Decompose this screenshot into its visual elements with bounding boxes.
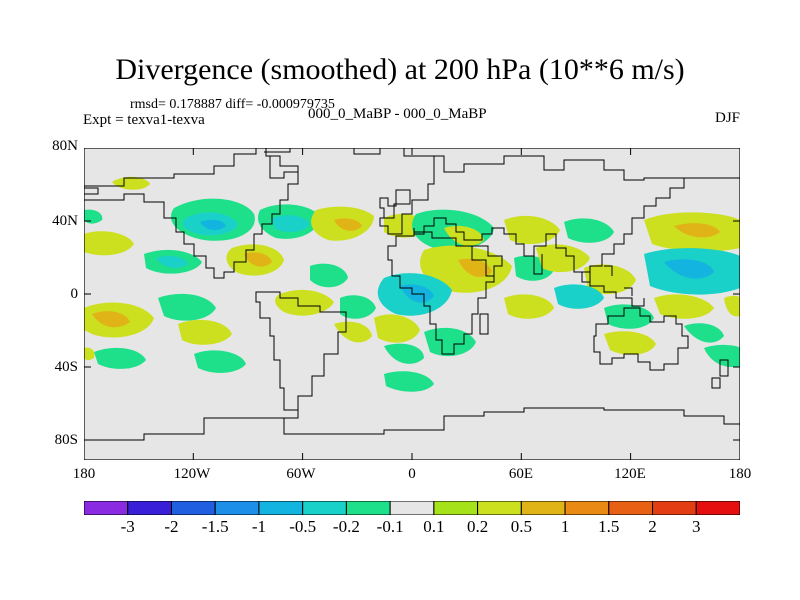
colorbar-swatch <box>564 501 610 515</box>
field-region <box>654 294 714 319</box>
lon-label-0: 0 <box>408 466 416 482</box>
field-contours <box>84 176 740 392</box>
season-label: DJF <box>714 110 740 126</box>
lon-label-60e: 60E <box>508 466 534 482</box>
colorbar-swatch <box>302 501 347 515</box>
field-region <box>564 218 614 243</box>
field-region <box>158 293 216 321</box>
lat-label-80s: 80S <box>54 432 78 448</box>
colorbar-swatch <box>345 501 391 515</box>
colorbar-label: 2 <box>648 517 657 536</box>
field-region <box>674 223 720 238</box>
field-region <box>94 347 146 369</box>
colorbar-swatch <box>84 501 129 515</box>
field-region <box>458 258 492 277</box>
field-region <box>334 321 372 343</box>
lat-label-equator: 0 <box>70 286 79 302</box>
field-region <box>178 319 232 345</box>
colorbar-label: 0.1 <box>423 517 445 536</box>
colorbar-label: -0.2 <box>332 517 360 536</box>
colorbar-swatch <box>127 501 172 515</box>
stats-label: rmsd= 0.178887 diff= -0.000979735 <box>130 97 335 112</box>
colorbar-swatch <box>520 501 566 515</box>
field-region <box>244 252 272 267</box>
experiment-label: Expt = texva1-texva <box>83 112 205 128</box>
colorbar-swatch <box>652 501 697 515</box>
field-region <box>504 294 554 319</box>
field-region <box>84 231 134 256</box>
colorbar-swatch <box>695 501 740 515</box>
field-region <box>554 284 604 309</box>
field-region <box>84 209 103 224</box>
lon-label-60w: 60W <box>286 466 316 482</box>
colorbar-swatch <box>389 501 435 515</box>
field-region <box>156 256 188 268</box>
field-region <box>200 219 226 231</box>
plot-title: Divergence (smoothed) at 200 hPa (10**6 … <box>115 53 685 86</box>
colorbar-label: -0.1 <box>376 517 404 536</box>
divergence-map <box>84 148 740 460</box>
field-region <box>340 295 376 319</box>
field-region <box>84 347 95 361</box>
field-region <box>92 311 130 328</box>
field-region <box>334 218 362 231</box>
field-region <box>384 343 424 364</box>
colorbar-swatch <box>214 501 260 515</box>
colorbar-swatch <box>608 501 654 515</box>
field-region <box>584 264 636 295</box>
lon-label-180w: 180 <box>72 466 96 482</box>
lon-label-120e: 120E <box>614 466 646 482</box>
colorbar-label: -2 <box>164 517 179 536</box>
lat-label-40s: 40S <box>54 359 78 375</box>
colorbar-swatch <box>433 501 479 515</box>
colorbar-swatch <box>258 501 304 515</box>
colorbar-label: -1.5 <box>201 517 229 536</box>
field-region <box>275 289 334 316</box>
field-region <box>310 263 348 288</box>
colorbar-label: -0.5 <box>289 517 317 536</box>
field-region <box>664 259 714 279</box>
field-region <box>684 323 724 343</box>
field-region <box>194 350 246 373</box>
field-region <box>374 314 420 343</box>
field-region <box>604 331 656 355</box>
colorbar-label: 0.2 <box>466 517 489 536</box>
field-region <box>536 244 590 273</box>
colorbar-label: 1 <box>560 517 570 536</box>
field-region <box>724 295 740 317</box>
coastlines <box>84 148 740 441</box>
axis-ticks <box>84 148 740 460</box>
field-region <box>272 215 310 233</box>
colorbar-swatch <box>170 501 216 515</box>
field-region <box>384 371 434 392</box>
lat-label-80n: 80N <box>52 138 78 154</box>
lon-label-180e: 180 <box>728 466 752 482</box>
lon-label-120w: 120W <box>173 466 211 482</box>
colorbar-label: 1.5 <box>598 517 620 536</box>
colorbar <box>84 501 740 515</box>
field-region <box>704 344 740 368</box>
colorbar-label: -1 <box>251 517 266 536</box>
colorbar-label: 3 <box>692 517 701 536</box>
field-region <box>424 327 476 357</box>
comparison-label: 000_0_MaBP - 000_0_MaBP <box>308 106 487 122</box>
lat-label-40n: 40N <box>52 213 78 229</box>
colorbar-label: 0.5 <box>510 517 532 536</box>
colorbar-label: -3 <box>120 517 135 536</box>
field-region <box>604 304 654 329</box>
colorbar-swatch <box>477 501 522 515</box>
field-region <box>112 176 150 190</box>
